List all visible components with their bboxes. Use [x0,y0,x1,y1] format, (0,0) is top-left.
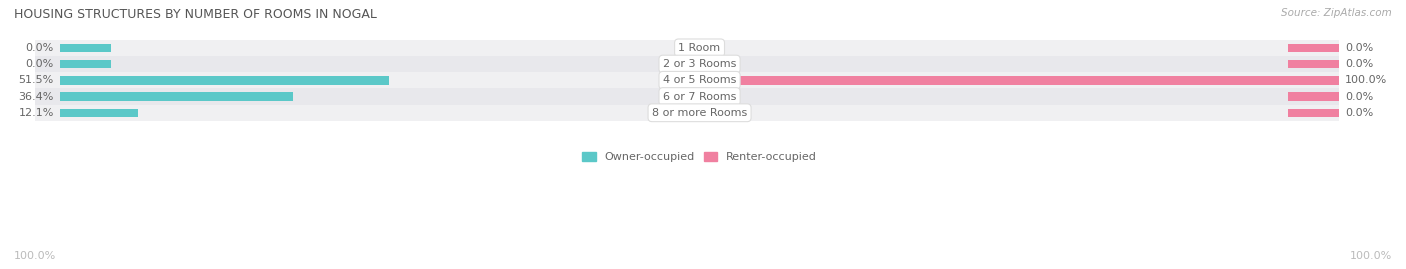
Bar [700,76,1339,84]
Text: 0.0%: 0.0% [25,43,53,53]
Text: 100.0%: 100.0% [14,251,56,261]
Text: 0.0%: 0.0% [1346,108,1374,118]
Bar [60,76,389,84]
Text: 0.0%: 0.0% [1346,43,1374,53]
Text: 12.1%: 12.1% [18,108,53,118]
Text: 100.0%: 100.0% [1346,75,1388,85]
Bar [60,44,111,52]
Bar [35,40,1339,56]
Text: 36.4%: 36.4% [18,91,53,101]
Text: HOUSING STRUCTURES BY NUMBER OF ROOMS IN NOGAL: HOUSING STRUCTURES BY NUMBER OF ROOMS IN… [14,8,377,21]
Text: Source: ZipAtlas.com: Source: ZipAtlas.com [1281,8,1392,18]
Text: 6 or 7 Rooms: 6 or 7 Rooms [662,91,737,101]
Text: 0.0%: 0.0% [1346,91,1374,101]
Bar [35,56,1339,72]
Bar [60,92,292,101]
Text: 51.5%: 51.5% [18,75,53,85]
Bar [60,60,111,68]
Bar [60,109,138,117]
Text: 0.0%: 0.0% [1346,59,1374,69]
Bar [1288,60,1339,68]
Bar [1288,92,1339,101]
Legend: Owner-occupied, Renter-occupied: Owner-occupied, Renter-occupied [578,147,821,167]
Text: 4 or 5 Rooms: 4 or 5 Rooms [662,75,737,85]
Text: 100.0%: 100.0% [1350,251,1392,261]
Bar [35,105,1339,121]
Bar [1288,44,1339,52]
Text: 0.0%: 0.0% [25,59,53,69]
Bar [35,89,1339,105]
Text: 8 or more Rooms: 8 or more Rooms [652,108,747,118]
Bar [1288,109,1339,117]
Text: 1 Room: 1 Room [679,43,721,53]
Text: 2 or 3 Rooms: 2 or 3 Rooms [662,59,737,69]
Bar [35,72,1339,89]
